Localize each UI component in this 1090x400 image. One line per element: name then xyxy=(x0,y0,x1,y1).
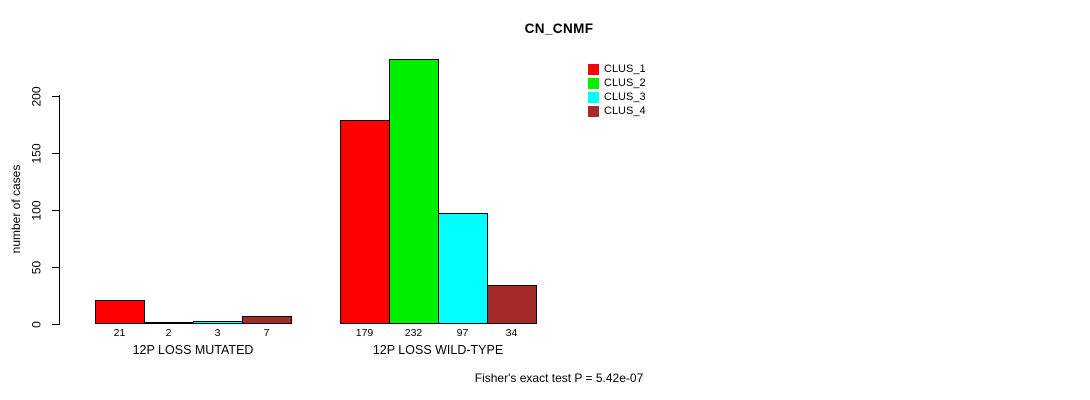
y-tick-label: 50 xyxy=(29,260,44,275)
bar-clus_2-group1 xyxy=(144,322,194,324)
y-tick-label: 0 xyxy=(29,321,44,328)
legend-swatch-icon xyxy=(588,91,599,103)
bar-clus_1-group2 xyxy=(340,120,390,324)
legend-label: CLUS_3 xyxy=(604,90,646,103)
bar-value-label: 97 xyxy=(456,327,469,339)
bar-value-label: 21 xyxy=(113,327,126,339)
y-tick-mark xyxy=(52,324,59,325)
legend-swatch-icon xyxy=(588,77,599,89)
y-tick-label: 150 xyxy=(29,143,44,164)
y-tick-label: 200 xyxy=(29,86,44,107)
bar-clus_3-group1 xyxy=(193,321,243,324)
legend: CLUS_1 CLUS_2 CLUS_3 CLUS_4 xyxy=(588,62,646,118)
y-tick-mark xyxy=(52,210,59,211)
legend-swatch-icon xyxy=(588,63,599,75)
legend-row-clus_2: CLUS_2 xyxy=(588,76,646,90)
bar-clus_4-group1 xyxy=(242,316,292,324)
y-tick-mark xyxy=(52,153,59,154)
y-tick-label: 100 xyxy=(29,200,44,221)
bar-value-label: 7 xyxy=(263,327,270,339)
bar-clus_1-group1 xyxy=(95,300,145,324)
bar-value-label: 34 xyxy=(505,327,518,339)
group-label-1: 12P LOSS MUTATED xyxy=(132,343,254,357)
bar-value-label: 232 xyxy=(404,327,423,339)
legend-swatch-icon xyxy=(588,105,599,117)
legend-row-clus_4: CLUS_4 xyxy=(588,104,646,118)
legend-label: CLUS_4 xyxy=(604,104,646,117)
legend-row-clus_3: CLUS_3 xyxy=(588,90,646,104)
y-axis-label: number of cases xyxy=(9,164,23,254)
legend-label: CLUS_2 xyxy=(604,76,646,89)
legend-row-clus_1: CLUS_1 xyxy=(588,62,646,76)
bar-clus_2-group2 xyxy=(389,59,439,324)
legend-label: CLUS_1 xyxy=(604,62,646,75)
bar-clus_3-group2 xyxy=(438,213,488,324)
fisher-test-annotation: Fisher's exact test P = 5.42e-07 xyxy=(474,371,644,385)
bar-value-label: 3 xyxy=(214,327,221,339)
y-tick-mark xyxy=(52,267,59,268)
y-tick-mark xyxy=(52,96,59,97)
bar-value-label: 2 xyxy=(165,327,172,339)
bar-clus_4-group2 xyxy=(487,285,537,324)
bar-value-label: 179 xyxy=(355,327,374,339)
group-label-2: 12P LOSS WILD-TYPE xyxy=(372,343,504,357)
y-axis-line xyxy=(59,95,60,325)
chart-title: CN_CNMF xyxy=(524,21,594,36)
